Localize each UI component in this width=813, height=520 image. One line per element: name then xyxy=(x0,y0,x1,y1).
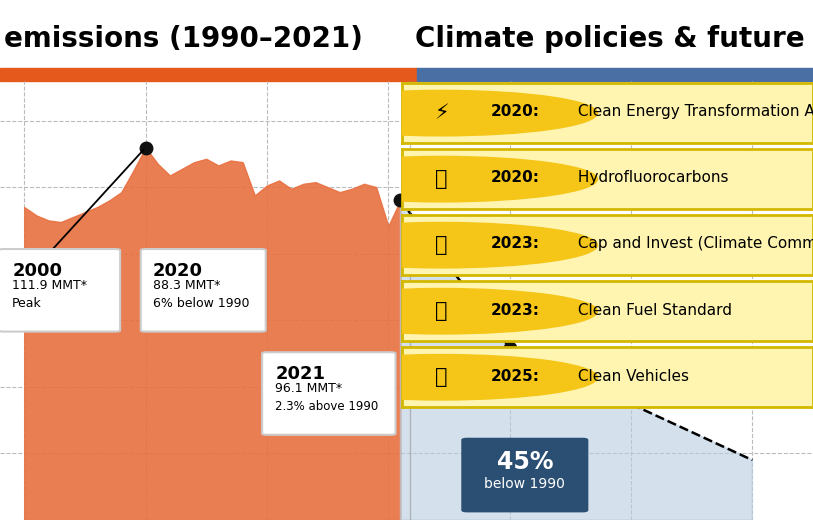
Text: 2020: 2020 xyxy=(153,262,203,280)
Text: emissions (1990–2021): emissions (1990–2021) xyxy=(4,25,363,53)
Text: 2021: 2021 xyxy=(276,365,325,383)
Text: 📈: 📈 xyxy=(435,235,448,255)
Text: Climate policies & future: Climate policies & future xyxy=(415,25,804,53)
Text: 88.3 MMT*: 88.3 MMT* xyxy=(153,279,220,292)
Text: 2020:: 2020: xyxy=(491,171,540,186)
Text: 111.9 MMT*: 111.9 MMT* xyxy=(12,279,87,292)
Text: 45%: 45% xyxy=(497,450,553,474)
FancyBboxPatch shape xyxy=(0,249,120,332)
Text: ⚡: ⚡ xyxy=(434,103,449,123)
Text: Clean Vehicles: Clean Vehicles xyxy=(573,369,689,384)
Circle shape xyxy=(285,90,598,136)
Text: below 1990: below 1990 xyxy=(485,477,565,491)
Text: Hydrofluorocarbons: Hydrofluorocarbons xyxy=(573,171,728,186)
Circle shape xyxy=(285,355,598,400)
Circle shape xyxy=(285,157,598,202)
Text: 2023:: 2023: xyxy=(491,303,540,318)
Text: 96.1 MMT*: 96.1 MMT* xyxy=(276,382,342,395)
Text: 🚗: 🚗 xyxy=(435,367,448,387)
Text: 2000: 2000 xyxy=(12,262,62,280)
Text: Clean Fuel Standard: Clean Fuel Standard xyxy=(573,303,732,318)
Text: 2020:: 2020: xyxy=(491,105,540,120)
Text: ⛽: ⛽ xyxy=(435,301,448,321)
FancyBboxPatch shape xyxy=(141,249,266,332)
Text: 2025:: 2025: xyxy=(491,369,540,384)
Text: Clean Energy Transformation Act: Clean Energy Transformation Act xyxy=(573,105,813,120)
Text: 6% below 1990: 6% below 1990 xyxy=(153,297,250,310)
FancyBboxPatch shape xyxy=(262,352,396,435)
Text: Peak: Peak xyxy=(12,297,42,310)
Text: 2.3% above 1990: 2.3% above 1990 xyxy=(276,400,379,413)
Circle shape xyxy=(285,223,598,268)
Text: 🌎: 🌎 xyxy=(435,169,448,189)
Circle shape xyxy=(285,289,598,334)
Text: 2023:: 2023: xyxy=(491,237,540,252)
Bar xyxy=(0,68,417,81)
FancyBboxPatch shape xyxy=(463,439,587,511)
Text: Cap and Invest (Climate Commit…: Cap and Invest (Climate Commit… xyxy=(573,237,813,252)
Polygon shape xyxy=(401,200,752,520)
Bar xyxy=(417,68,813,81)
